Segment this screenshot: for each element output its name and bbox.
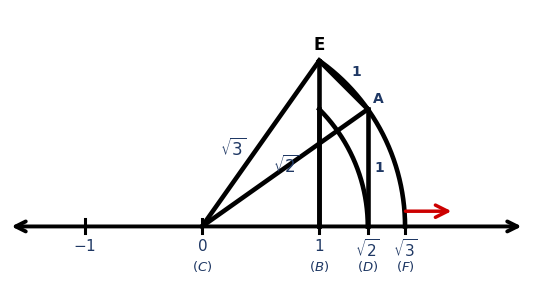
Text: $-1$: $-1$: [74, 238, 96, 254]
Text: A: A: [373, 92, 383, 106]
Text: $1$: $1$: [314, 238, 325, 254]
Text: $(C)$: $(C)$: [192, 259, 212, 274]
Text: 1: 1: [352, 65, 361, 79]
Text: $(F)$: $(F)$: [395, 259, 415, 274]
Text: $(B)$: $(B)$: [309, 259, 329, 274]
Text: $\sqrt{2}$: $\sqrt{2}$: [273, 154, 300, 176]
Text: $\sqrt{3}$: $\sqrt{3}$: [221, 138, 247, 159]
Text: E: E: [313, 36, 325, 54]
Text: $\sqrt{2}$: $\sqrt{2}$: [356, 238, 380, 260]
Text: $(D)$: $(D)$: [357, 259, 378, 274]
Text: 1: 1: [375, 161, 385, 175]
Text: $0$: $0$: [197, 238, 207, 254]
Text: $\sqrt{3}$: $\sqrt{3}$: [393, 238, 417, 260]
